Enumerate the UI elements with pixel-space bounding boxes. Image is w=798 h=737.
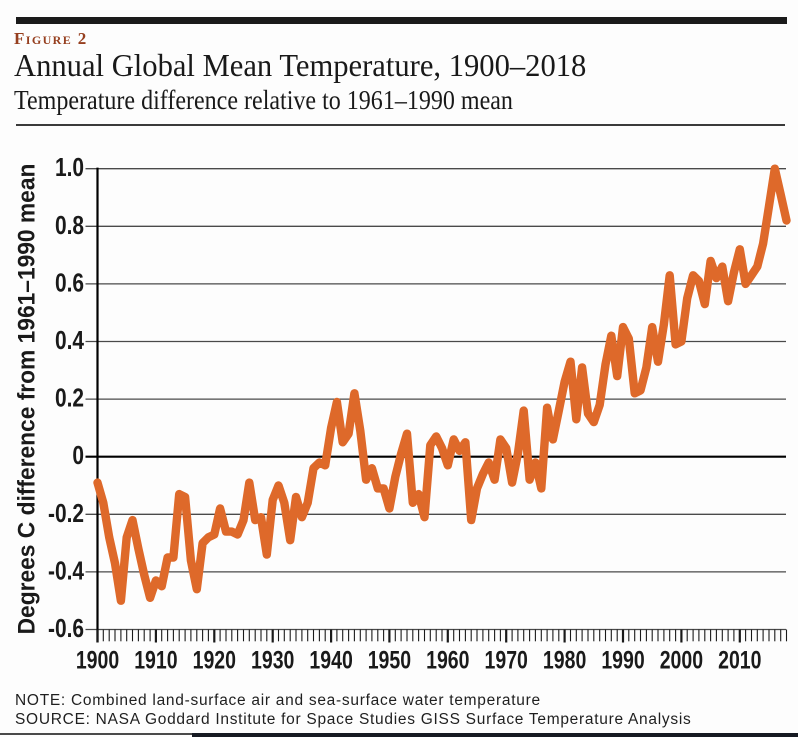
svg-text:1930: 1930 [251,646,294,674]
svg-text:2000: 2000 [660,646,703,674]
svg-text:1960: 1960 [426,646,469,674]
svg-text:1970: 1970 [485,646,528,674]
svg-text:1920: 1920 [193,646,236,674]
svg-text:1950: 1950 [368,646,411,674]
svg-text:1910: 1910 [134,646,177,674]
svg-text:1980: 1980 [543,646,586,674]
svg-text:0.8: 0.8 [55,211,84,239]
svg-text:-0.6: -0.6 [48,614,84,642]
svg-text:0.4: 0.4 [55,326,84,354]
svg-text:2010: 2010 [718,646,761,674]
svg-text:-0.4: -0.4 [48,556,84,584]
svg-text:1.0: 1.0 [55,153,84,181]
svg-text:1900: 1900 [76,646,119,674]
svg-text:0.6: 0.6 [55,268,84,296]
svg-text:1940: 1940 [309,646,352,674]
svg-text:1990: 1990 [601,646,644,674]
svg-text:Degrees C difference from 1961: Degrees C difference from 1961–1990 mean [14,164,41,635]
svg-text:-0.2: -0.2 [48,499,84,527]
svg-text:0.2: 0.2 [55,384,84,412]
svg-text:0: 0 [72,441,84,469]
